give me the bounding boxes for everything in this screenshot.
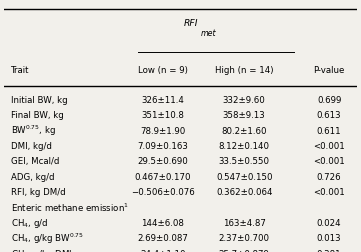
Text: 0.613: 0.613	[317, 111, 342, 120]
Text: 0.611: 0.611	[317, 126, 342, 135]
Text: 0.467±0.170: 0.467±0.170	[135, 172, 191, 181]
Text: −0.506±0.076: −0.506±0.076	[131, 187, 195, 196]
Text: GEI, Mcal/d: GEI, Mcal/d	[11, 157, 59, 166]
Text: 144±6.08: 144±6.08	[142, 218, 184, 227]
Text: 0.699: 0.699	[317, 96, 341, 104]
Text: CH$_4$, g/kg BW$^{0.75}$: CH$_4$, g/kg BW$^{0.75}$	[11, 231, 83, 245]
Text: 326±11.4: 326±11.4	[142, 96, 184, 104]
Text: DMI, kg/d: DMI, kg/d	[11, 141, 52, 150]
Text: 0.024: 0.024	[317, 218, 342, 227]
Text: ADG, kg/d: ADG, kg/d	[11, 172, 54, 181]
Text: <0.001: <0.001	[313, 141, 345, 150]
Text: 2.37±0.700: 2.37±0.700	[219, 233, 270, 242]
Text: 0.013: 0.013	[317, 233, 342, 242]
Text: CH$_4$, g/kg DMI: CH$_4$, g/kg DMI	[11, 247, 72, 252]
Text: Trait: Trait	[11, 66, 29, 75]
Text: 80.2±1.60: 80.2±1.60	[221, 126, 267, 135]
Text: 78.9±1.90: 78.9±1.90	[140, 126, 186, 135]
Text: 163±4.87: 163±4.87	[223, 218, 266, 227]
Text: 33.5±0.550: 33.5±0.550	[219, 157, 270, 166]
Text: <0.001: <0.001	[313, 157, 345, 166]
Text: 0.726: 0.726	[317, 172, 342, 181]
Text: P-value: P-value	[313, 66, 345, 75]
Text: BW$^{0.75}$, kg: BW$^{0.75}$, kg	[11, 123, 56, 138]
Text: 332±9.60: 332±9.60	[223, 96, 266, 104]
Text: met: met	[201, 29, 216, 38]
Text: 25.7±0.879: 25.7±0.879	[219, 249, 270, 252]
Text: 2.69±0.087: 2.69±0.087	[138, 233, 188, 242]
Text: 8.12±0.140: 8.12±0.140	[219, 141, 270, 150]
Text: <0.001: <0.001	[313, 187, 345, 196]
Text: 0.362±0.064: 0.362±0.064	[216, 187, 273, 196]
Text: 7.09±0.163: 7.09±0.163	[138, 141, 188, 150]
Text: 351±10.8: 351±10.8	[142, 111, 184, 120]
Text: CH$_4$, g/d: CH$_4$, g/d	[11, 216, 48, 229]
Text: RFI, kg DM/d: RFI, kg DM/d	[11, 187, 65, 196]
Text: Enteric methane emission$^{1}$: Enteric methane emission$^{1}$	[11, 201, 129, 213]
Text: 0.381: 0.381	[317, 249, 342, 252]
Text: RFI: RFI	[184, 19, 198, 28]
Text: Final BW, kg: Final BW, kg	[11, 111, 64, 120]
Text: Low (n = 9): Low (n = 9)	[138, 66, 188, 75]
Text: 24.4±1.10: 24.4±1.10	[140, 249, 186, 252]
Text: 29.5±0.690: 29.5±0.690	[138, 157, 188, 166]
Text: Initial BW, kg: Initial BW, kg	[11, 96, 67, 104]
Text: 358±9.13: 358±9.13	[223, 111, 266, 120]
Text: High (n = 14): High (n = 14)	[215, 66, 273, 75]
Text: 0.547±0.150: 0.547±0.150	[216, 172, 273, 181]
